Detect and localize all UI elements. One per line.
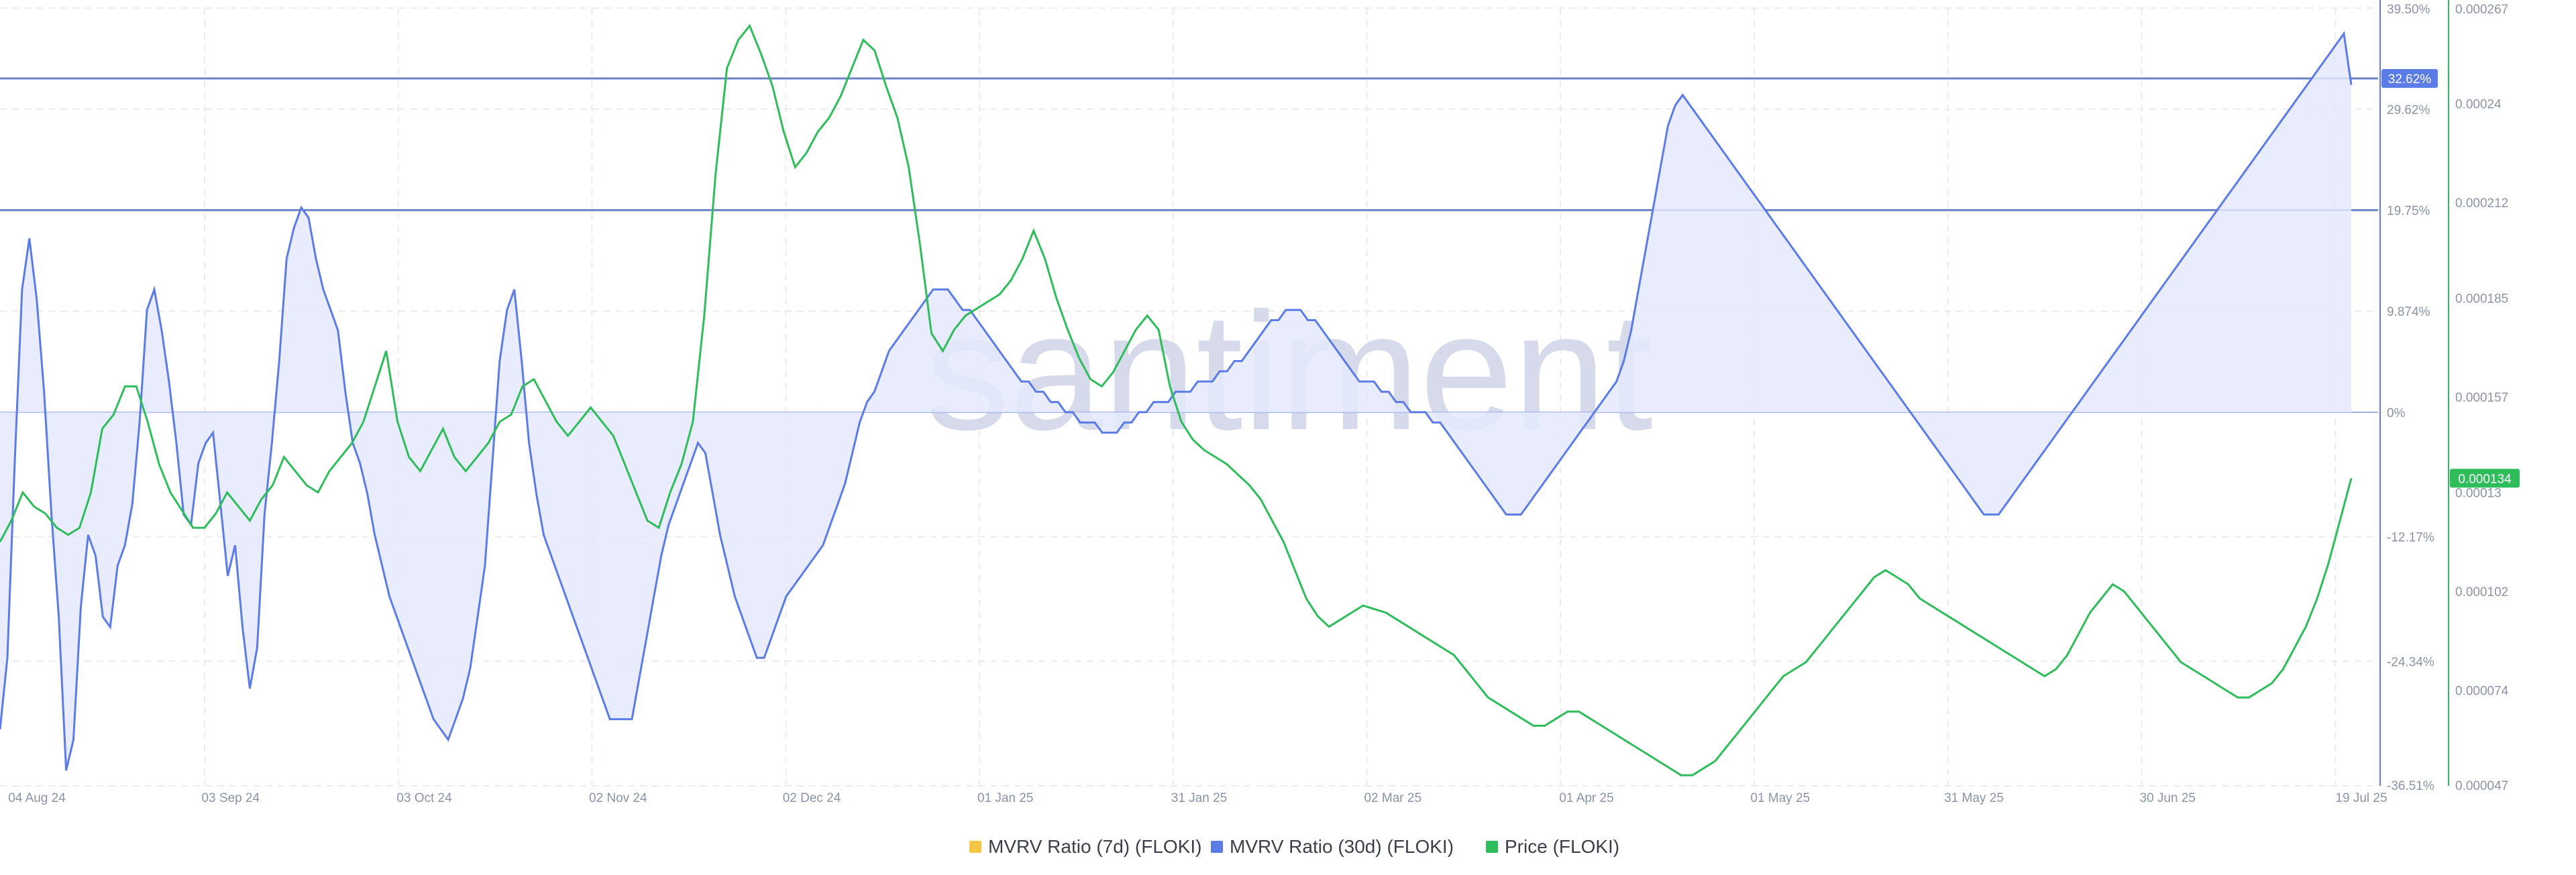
- price-badge-bg: [2450, 469, 2520, 488]
- x-tick-label: 19 Jul 25: [2335, 791, 2387, 805]
- x-tick-label: 01 Apr 25: [1559, 791, 1613, 805]
- left-y-tick-label: 0%: [2387, 406, 2406, 420]
- legend-swatch: [1211, 841, 1223, 853]
- left-y-tick-label: 9.874%: [2387, 305, 2430, 319]
- right-y-tick-label: 0.000185: [2455, 292, 2508, 306]
- legend-label: MVRV Ratio (30d) (FLOKI): [1230, 836, 1454, 857]
- price-badge-text: 0.000134: [2458, 472, 2512, 486]
- legend-swatch: [1486, 841, 1498, 853]
- right-y-tick-label: 0.000074: [2455, 685, 2509, 699]
- right-y-tick-label: 0.000212: [2455, 196, 2508, 211]
- right-y-tick-label: 0.000047: [2455, 779, 2508, 793]
- x-tick-label: 31 Jan 25: [1171, 791, 1227, 805]
- right-y-tick-label: 0.00013: [2455, 486, 2502, 500]
- x-tick-label: 02 Mar 25: [1364, 791, 1421, 805]
- mvrv-badge-bg: [2381, 68, 2438, 88]
- right-y-tick-label: 0.000102: [2455, 585, 2508, 599]
- x-tick-label: 31 May 25: [1944, 791, 2004, 805]
- right-y-ticks: 0.000267 0.00024 0.000212 0.000185 0.000157 0…: [2455, 3, 2509, 793]
- left-y-tick-label: -12.17%: [2387, 531, 2434, 545]
- right-y-tick-label: 0.000267: [2455, 3, 2508, 17]
- x-tick-label: 03 Oct 24: [396, 791, 452, 805]
- x-tick-label: 30 Jun 25: [2140, 791, 2196, 805]
- x-tick-label: 04 Aug 24: [8, 791, 66, 805]
- right-y-tick-label: 0.00024: [2455, 97, 2502, 111]
- x-tick-label: 02 Nov 24: [589, 791, 647, 805]
- x-tick-label: 02 Dec 24: [783, 791, 841, 805]
- legend-label: Price (FLOKI): [1505, 836, 1619, 857]
- left-y-tick-label: 39.50%: [2387, 3, 2430, 17]
- x-tick-label: 03 Sep 24: [201, 791, 260, 805]
- x-axis-ticks: 04 Aug 24 03 Sep 24 03 Oct 24 02 Nov 24 02 D…: [8, 791, 2387, 805]
- left-y-tick-label: -36.51%: [2387, 779, 2434, 793]
- right-y-tick-label: 0.000157: [2455, 391, 2508, 405]
- left-y-tick-label: 29.62%: [2387, 103, 2430, 117]
- price-line: [0, 23, 2353, 776]
- mvrv-badge-text: 32.62%: [2388, 72, 2432, 86]
- legend: MVRV Ratio (7d) (FLOKI) MVRV Ratio (30d) …: [969, 836, 1619, 857]
- mvrv-30d-line: [0, 31, 2353, 771]
- left-y-ticks: 39.50% 29.62% 19.75% 9.874% 0% -12.17% -24.34%…: [2387, 3, 2434, 793]
- x-tick-label: 01 May 25: [1750, 791, 1810, 805]
- legend-label: MVRV Ratio (7d) (FLOKI): [988, 836, 1201, 857]
- left-y-tick-label: -24.34%: [2387, 655, 2434, 669]
- x-tick-label: 01 Jan 25: [977, 791, 1033, 805]
- legend-swatch: [969, 841, 981, 853]
- current-value-badges: 32.62% 0.000134: [2381, 68, 2520, 488]
- left-y-tick-label: 19.75%: [2387, 204, 2430, 218]
